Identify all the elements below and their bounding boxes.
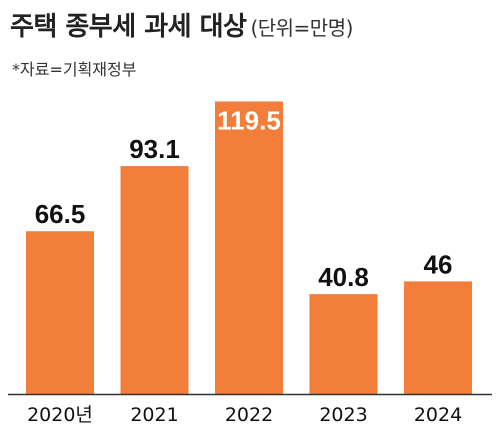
value-label: 40.8 [318,262,369,292]
value-label: 119.5 [217,105,281,135]
bar-2022 [215,101,283,395]
bars-group [26,101,472,395]
value-label: 66.5 [35,199,86,229]
value-label: 46 [424,249,453,279]
value-label: 93.1 [129,134,180,164]
bar-2021 [120,166,189,394]
labels-group: 66.5 2020년 93.1 2021 119.5 2022 40.8 2023 46 2024 [27,105,462,426]
category-label: 2022 [225,404,273,426]
category-label: 2021 [130,404,178,426]
bar-2024 [404,281,472,394]
title-row: 주택 종부세 과세 대상 (단위=만명) [10,6,353,43]
category-label: 2024 [414,404,462,426]
category-label: 2023 [319,404,367,426]
chart-title: 주택 종부세 과세 대상 [10,12,247,42]
bar-2023 [309,294,378,394]
category-label: 2020년 [27,404,93,426]
unit-label: (단위=만명) [250,16,353,40]
bar-2020년 [26,231,94,394]
source-note: *자료=기획재정부 [12,60,137,79]
